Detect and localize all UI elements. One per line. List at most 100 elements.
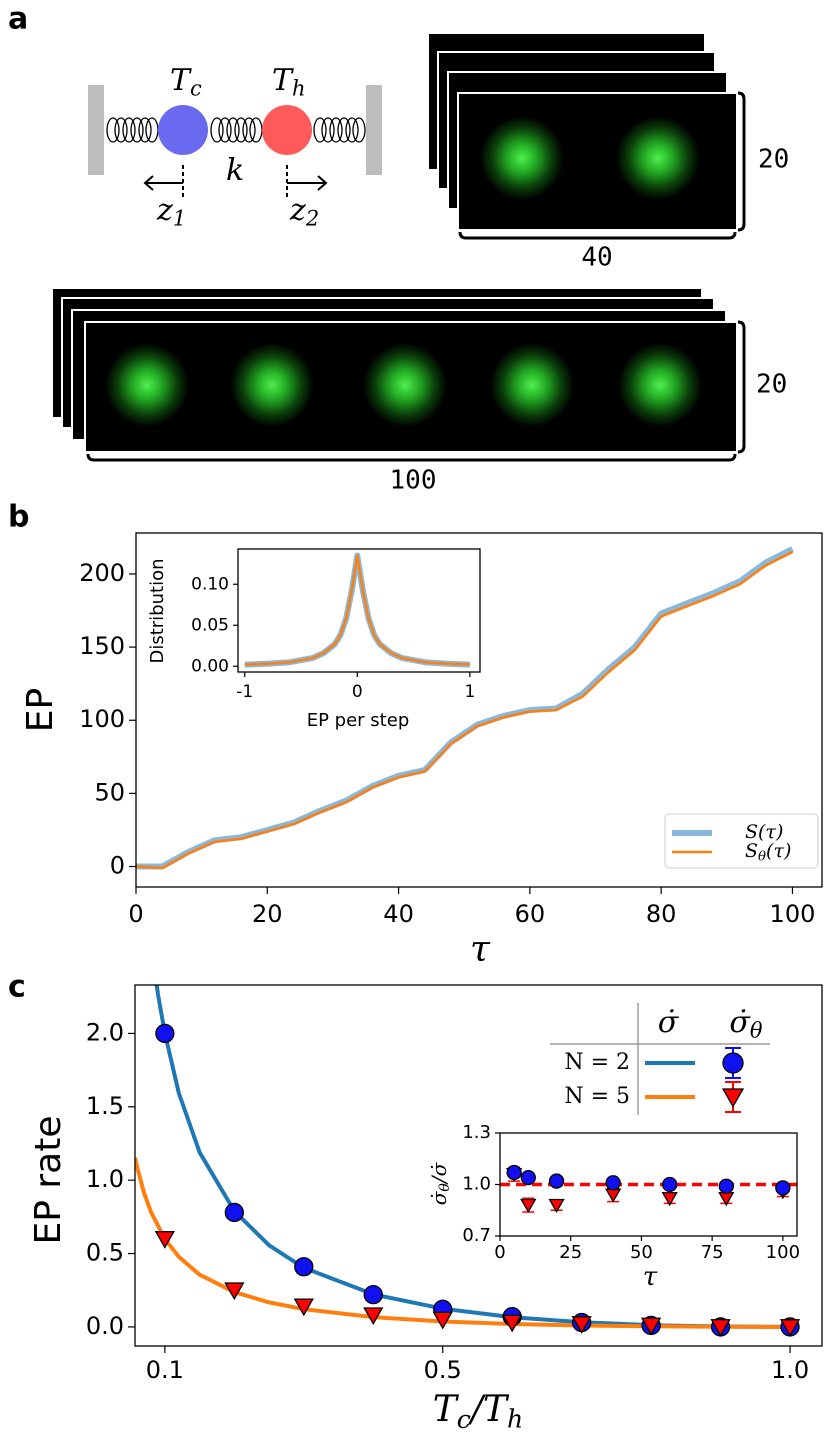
point	[224, 1202, 244, 1223]
point	[662, 1176, 678, 1193]
subscript: θ	[750, 1018, 763, 1042]
panel-label: b	[8, 500, 29, 535]
point	[605, 1175, 621, 1191]
point	[520, 1169, 536, 1186]
legend: σ̇ σ̇θN = 2N = 5	[550, 1003, 770, 1115]
text-part: /σ̇	[426, 1161, 450, 1185]
text-part: T	[433, 1389, 460, 1430]
x-tick-label: 0	[128, 900, 143, 928]
point	[718, 1178, 734, 1194]
coupling-label: k	[226, 153, 244, 188]
x-axis-label: EP per step	[307, 710, 410, 731]
legend-header: σ̇	[658, 1005, 680, 1040]
legend-label: N = 5	[564, 1084, 630, 1109]
x-tick-label: 60	[515, 900, 546, 928]
legend-header: σ̇θ	[729, 1005, 762, 1042]
chart: 0 25 50 75 100 0.7 1.0 1.3 τ σ̇θ/σ̇	[426, 1122, 800, 1292]
point	[224, 1282, 245, 1301]
plot-frame	[499, 1132, 798, 1237]
text-part: σ̇	[658, 1005, 680, 1040]
y-tick-label: 0.5	[86, 1239, 124, 1267]
x-axis-label: τ	[643, 1262, 658, 1292]
text-part: /T	[468, 1389, 510, 1430]
wall	[88, 85, 104, 175]
point	[640, 1317, 662, 1336]
x-tick-label: 80	[646, 900, 677, 928]
z1-label: z1	[156, 193, 186, 230]
cold-particle	[158, 105, 208, 155]
text-part: σ̇	[729, 1005, 751, 1040]
x-axis-label: τ	[470, 929, 491, 970]
y-tick-label: 0.05	[191, 615, 229, 635]
legend-label: N = 2	[564, 1050, 630, 1075]
y-axis-label: σ̇θ/σ̇	[426, 1161, 453, 1205]
cold-label: Tc	[170, 63, 202, 100]
dimension-label: 20	[758, 145, 789, 175]
image-stack-large	[51, 287, 746, 462]
subscript: θ	[758, 849, 766, 864]
point	[548, 1198, 565, 1214]
x-tick-label: 100	[766, 1242, 800, 1263]
x-tick-label: 0	[352, 682, 363, 702]
y-tick-label: 1.0	[462, 1174, 491, 1195]
panel-label: c	[8, 970, 26, 1005]
text-part: z	[156, 193, 173, 228]
displacement-arrows	[143, 165, 328, 200]
line	[135, 1157, 791, 1329]
point	[154, 1231, 175, 1249]
text-part: z	[289, 193, 306, 228]
image-stack-small	[427, 32, 746, 240]
subscript: θ	[437, 1183, 453, 1192]
z2-label: z2	[289, 193, 319, 230]
chart: -1 0 1 0.00 0.05 0.10 EP per step Distribution	[147, 548, 481, 731]
point	[721, 1088, 745, 1108]
wall	[366, 85, 382, 175]
text-part: S(τ)	[745, 821, 783, 843]
dimension-label: 20	[756, 370, 787, 400]
legend-label: Sθ(τ)	[745, 840, 791, 864]
y-tick-label: 0.7	[462, 1225, 491, 1246]
point	[710, 1319, 731, 1337]
point	[520, 1198, 537, 1214]
plot-frame	[237, 548, 481, 673]
panel-label: a	[8, 2, 28, 37]
y-tick-label: 0.00	[191, 656, 229, 676]
x-tick-label: 100	[770, 900, 816, 928]
subscript: c	[457, 1405, 471, 1434]
y-tick-label: 100	[79, 705, 125, 733]
legend: S(τ)Sθ(τ)	[664, 813, 819, 869]
x-axis-label: Tc/Th	[433, 1389, 524, 1434]
x-tick-label: 0	[494, 1242, 505, 1263]
y-axis-label: EP rate	[28, 1115, 69, 1244]
x-tick-label: 1	[464, 682, 475, 702]
subscript: c	[190, 76, 202, 100]
point	[548, 1173, 565, 1189]
point	[432, 1311, 453, 1330]
y-axis-label: EP	[20, 688, 61, 732]
x-tick-label: 50	[630, 1242, 653, 1263]
line	[244, 554, 470, 666]
y-tick-label: 0.0	[86, 1312, 124, 1340]
plot-frame	[135, 532, 823, 888]
springs	[106, 117, 366, 143]
y-tick-label: 50	[94, 778, 125, 806]
point	[779, 1319, 801, 1337]
x-tick-label: 0.5	[424, 1356, 462, 1384]
point	[294, 1257, 314, 1277]
text-part: T	[272, 63, 294, 98]
point	[155, 1023, 175, 1044]
x-tick-label: 0.1	[146, 1356, 184, 1384]
point	[722, 1052, 744, 1074]
text-part: (τ)	[766, 840, 791, 862]
x-tick-label: 1.0	[771, 1356, 809, 1384]
point	[502, 1314, 523, 1333]
text-part: T	[170, 63, 192, 98]
oscillator-diagram: Tc Th k z1 z2	[88, 63, 382, 230]
point	[293, 1298, 314, 1317]
x-tick-label: 25	[559, 1242, 582, 1263]
x-tick-label: 75	[701, 1242, 724, 1263]
y-tick-label: 150	[79, 632, 125, 660]
x-tick-label: 20	[252, 900, 283, 928]
